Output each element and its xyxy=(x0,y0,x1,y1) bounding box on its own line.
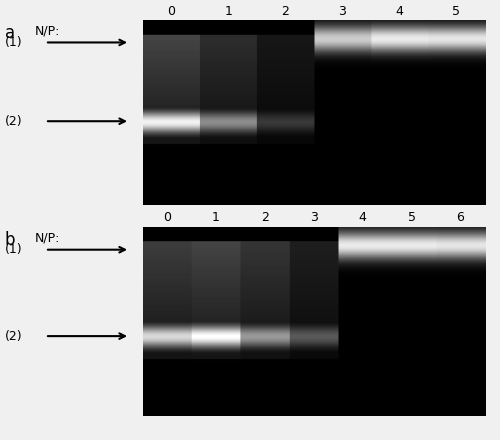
Text: 3: 3 xyxy=(338,4,346,18)
Text: 4: 4 xyxy=(396,4,404,18)
Text: 0: 0 xyxy=(167,4,175,18)
Text: 2: 2 xyxy=(282,4,289,18)
Text: N/P:: N/P: xyxy=(35,231,60,244)
Text: N/P:: N/P: xyxy=(35,24,60,37)
Text: 0: 0 xyxy=(163,211,171,224)
Text: 5: 5 xyxy=(452,4,460,18)
Text: 4: 4 xyxy=(358,211,366,224)
Text: a: a xyxy=(5,24,15,42)
Text: b: b xyxy=(5,231,15,249)
Text: 2: 2 xyxy=(261,211,269,224)
Text: (2): (2) xyxy=(5,330,22,343)
Text: 5: 5 xyxy=(408,211,416,224)
Text: 1: 1 xyxy=(224,4,232,18)
Text: (2): (2) xyxy=(5,115,22,128)
Text: 6: 6 xyxy=(456,211,464,224)
Text: 1: 1 xyxy=(212,211,220,224)
Text: (1): (1) xyxy=(5,243,22,257)
Text: (1): (1) xyxy=(5,36,22,49)
Text: 3: 3 xyxy=(310,211,318,224)
